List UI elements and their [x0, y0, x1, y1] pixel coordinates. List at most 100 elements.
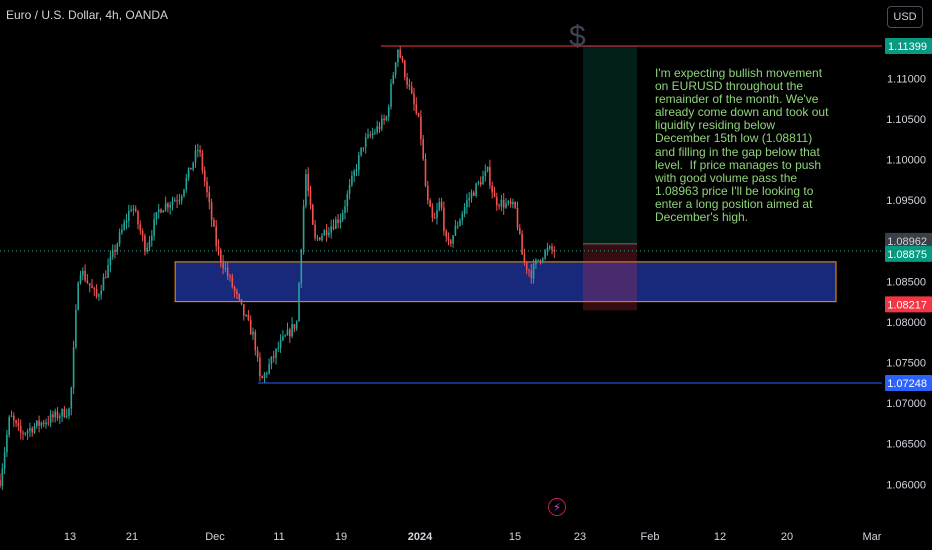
- candle-body[interactable]: [226, 267, 229, 276]
- candle-body[interactable]: [15, 420, 17, 424]
- candle-body[interactable]: [337, 219, 339, 223]
- candle-body[interactable]: [272, 356, 275, 358]
- candle-body[interactable]: [252, 331, 254, 335]
- candle-body[interactable]: [325, 230, 328, 236]
- candle-body[interactable]: [254, 331, 257, 351]
- candle-body[interactable]: [500, 199, 503, 207]
- candle-body[interactable]: [128, 211, 130, 221]
- candle-body[interactable]: [70, 387, 73, 409]
- candle-body[interactable]: [374, 132, 376, 134]
- candle-body[interactable]: [525, 262, 528, 270]
- candle-body[interactable]: [134, 208, 137, 212]
- candle-body[interactable]: [440, 201, 443, 208]
- candle-body[interactable]: [484, 171, 487, 177]
- candle-body[interactable]: [194, 150, 197, 163]
- candle-body[interactable]: [222, 261, 224, 269]
- candle-body[interactable]: [335, 219, 337, 229]
- candle-body[interactable]: [146, 247, 148, 252]
- candle-body[interactable]: [224, 267, 227, 269]
- candle-body[interactable]: [514, 201, 516, 208]
- candle-body[interactable]: [19, 426, 22, 433]
- support-zone[interactable]: [174, 261, 837, 303]
- candle-body[interactable]: [468, 198, 470, 201]
- candle-body[interactable]: [436, 209, 438, 219]
- candle-body[interactable]: [93, 288, 96, 290]
- candle-body[interactable]: [243, 304, 245, 316]
- candle-body[interactable]: [8, 416, 10, 435]
- candle-body[interactable]: [132, 208, 135, 211]
- candle-body[interactable]: [401, 57, 404, 61]
- candle-body[interactable]: [38, 420, 40, 426]
- candle-body[interactable]: [88, 283, 91, 286]
- candle-body[interactable]: [121, 229, 123, 233]
- candle-body[interactable]: [17, 423, 20, 427]
- candle-body[interactable]: [155, 212, 158, 220]
- candle-body[interactable]: [268, 364, 270, 374]
- candle-body[interactable]: [433, 217, 436, 219]
- candle-body[interactable]: [123, 222, 125, 230]
- candle-body[interactable]: [3, 452, 6, 469]
- candle-body[interactable]: [422, 138, 424, 160]
- candle-body[interactable]: [376, 126, 378, 133]
- lightning-icon[interactable]: ⚡: [548, 498, 566, 516]
- candle-body[interactable]: [229, 275, 231, 277]
- candle-body[interactable]: [178, 200, 181, 202]
- candle-body[interactable]: [84, 270, 86, 281]
- candle-body[interactable]: [548, 246, 551, 249]
- candle-body[interactable]: [498, 205, 500, 207]
- candle-body[interactable]: [65, 415, 68, 418]
- candle-body[interactable]: [109, 256, 112, 266]
- candle-body[interactable]: [330, 226, 332, 233]
- candle-body[interactable]: [263, 373, 266, 379]
- candle-body[interactable]: [75, 309, 77, 348]
- candle-body[interactable]: [171, 201, 174, 205]
- candle-body[interactable]: [509, 201, 512, 205]
- candle-body[interactable]: [321, 235, 323, 241]
- candle-body[interactable]: [459, 220, 461, 226]
- candle-body[interactable]: [344, 206, 346, 213]
- candle-body[interactable]: [461, 214, 464, 221]
- candle-body[interactable]: [197, 149, 199, 151]
- candle-body[interactable]: [49, 414, 52, 423]
- candle-body[interactable]: [277, 347, 280, 349]
- candle-body[interactable]: [316, 237, 319, 239]
- candle-body[interactable]: [516, 207, 519, 229]
- candle-body[interactable]: [86, 280, 89, 284]
- candle-body[interactable]: [532, 264, 535, 279]
- candle-body[interactable]: [289, 329, 291, 337]
- candle-body[interactable]: [505, 203, 507, 208]
- candle-body[interactable]: [298, 283, 300, 322]
- candle-body[interactable]: [415, 104, 418, 114]
- candle-body[interactable]: [6, 434, 8, 453]
- candle-body[interactable]: [52, 414, 54, 418]
- candle-body[interactable]: [523, 254, 526, 263]
- candle-body[interactable]: [537, 259, 539, 261]
- candle-body[interactable]: [208, 192, 211, 203]
- candle-body[interactable]: [56, 411, 59, 419]
- candle-body[interactable]: [95, 289, 98, 297]
- candle-body[interactable]: [551, 246, 553, 250]
- candle-body[interactable]: [174, 200, 176, 202]
- candle-body[interactable]: [397, 49, 399, 63]
- candle-body[interactable]: [353, 171, 355, 176]
- candle-body[interactable]: [160, 209, 162, 213]
- candle-body[interactable]: [369, 134, 372, 136]
- candle-body[interactable]: [528, 269, 530, 271]
- candle-body[interactable]: [102, 276, 105, 291]
- candle-body[interactable]: [256, 350, 259, 358]
- candle-body[interactable]: [427, 185, 429, 201]
- candle-body[interactable]: [539, 259, 542, 261]
- candle-body[interactable]: [91, 285, 93, 289]
- candle-body[interactable]: [293, 324, 296, 329]
- candle-body[interactable]: [371, 133, 374, 136]
- candle-body[interactable]: [217, 246, 220, 250]
- candle-body[interactable]: [364, 137, 367, 148]
- candle-body[interactable]: [192, 162, 194, 170]
- candle-body[interactable]: [463, 207, 466, 215]
- candle-body[interactable]: [392, 74, 395, 84]
- candle-body[interactable]: [247, 315, 250, 320]
- candle-body[interactable]: [157, 209, 160, 213]
- candle-body[interactable]: [404, 60, 406, 78]
- candle-body[interactable]: [24, 433, 27, 435]
- candle-body[interactable]: [266, 373, 268, 375]
